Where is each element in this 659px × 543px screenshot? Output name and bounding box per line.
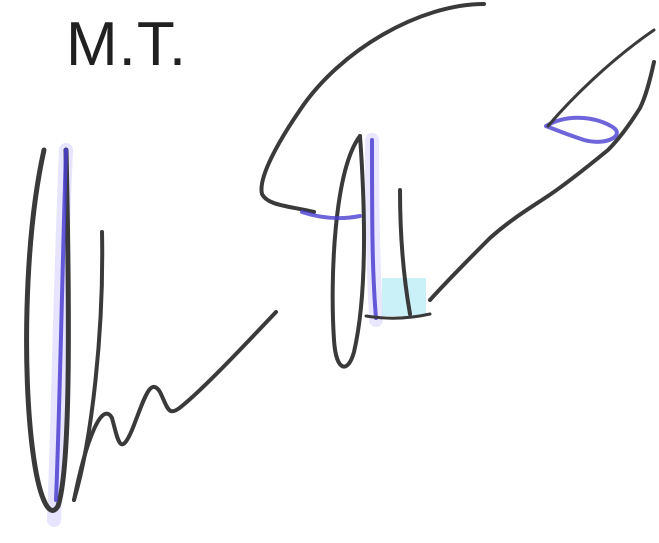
signature-stroke-arc (259, 2, 486, 214)
signature-stroke-flourish-top (546, 28, 656, 128)
signature-stroke-left-inner (54, 148, 68, 502)
signature-stroke-right-loop (330, 134, 366, 369)
signature-stroke-left-tail (72, 230, 105, 502)
signature-stroke-crossbar (300, 210, 362, 221)
signature-stroke-right-stem (398, 188, 412, 316)
signature-stroke-flourish (428, 60, 656, 302)
signature-stroke-left-loop (24, 147, 71, 513)
signature-stroke-right-inner (370, 138, 378, 320)
initials-text: M.T. (66, 10, 188, 79)
signature-stroke-flourish-loop (544, 115, 619, 144)
signature-stroke-humps (72, 310, 278, 502)
signature-stroke-baseline (364, 312, 432, 320)
